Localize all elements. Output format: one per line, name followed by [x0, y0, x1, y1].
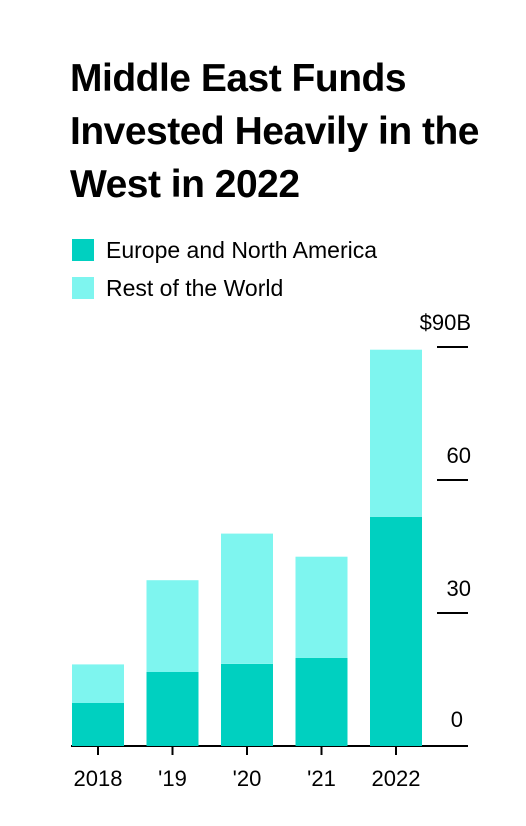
x-tick-label-0: 2018: [74, 766, 123, 791]
chart-title: Middle East Funds Invested Heavily in th…: [70, 57, 480, 206]
bar-europe-north-america-2: [221, 664, 273, 746]
bar-europe-north-america-0: [72, 703, 124, 746]
y-tick-label-0: 0: [451, 707, 463, 732]
legend: Europe and North America Rest of the Wor…: [72, 231, 377, 307]
y-tick-label-3: $90B: [420, 310, 471, 335]
legend-item-rest-of-world: Rest of the World: [72, 269, 377, 307]
legend-swatch-rest-of-world: [72, 277, 94, 299]
x-axis-ticks: 2018 '19 '20 '21 2022: [74, 746, 421, 791]
legend-swatch-europe-north-america: [72, 239, 94, 261]
bar-rest-of-world-4: [370, 349, 422, 517]
legend-item-europe-north-america: Europe and North America: [72, 231, 377, 269]
bar-europe-north-america-3: [295, 657, 348, 746]
bar-europe-north-america-1: [146, 672, 199, 746]
bar-rest-of-world-0: [72, 664, 124, 703]
bars-group: [72, 349, 422, 746]
bar-europe-north-america-4: [370, 516, 422, 746]
x-tick-label-3: '21: [307, 766, 336, 791]
bar-rest-of-world-1: [146, 580, 199, 672]
legend-label-rest-of-world: Rest of the World: [106, 274, 284, 301]
y-tick-label-2: 60: [447, 443, 471, 468]
x-tick-label-1: '19: [158, 766, 187, 791]
y-tick-label-1: 30: [447, 576, 471, 601]
x-tick-label-4: 2022: [372, 766, 421, 791]
legend-label-europe-north-america: Europe and North America: [106, 236, 378, 263]
bar-rest-of-world-2: [221, 533, 273, 664]
bar-rest-of-world-3: [295, 556, 348, 658]
y-axis: 0 30 60 $90B: [420, 310, 471, 732]
x-tick-label-2: '20: [233, 766, 262, 791]
